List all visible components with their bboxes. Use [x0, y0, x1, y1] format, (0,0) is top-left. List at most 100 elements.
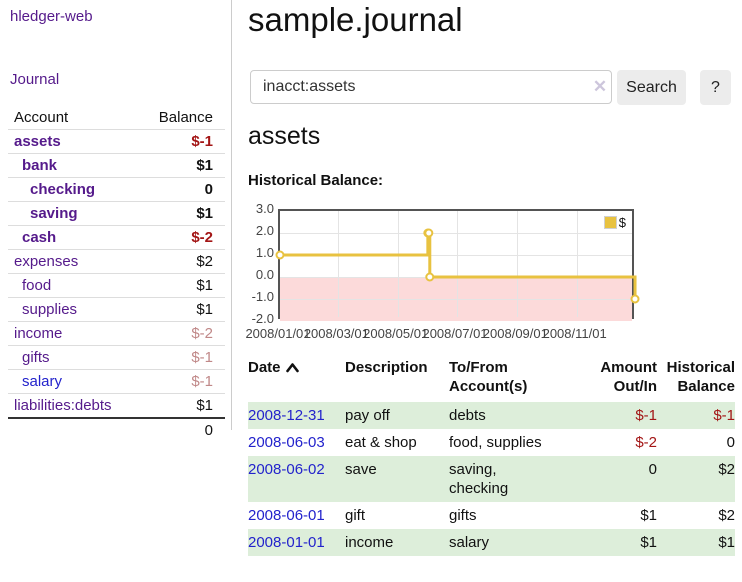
- transaction-balance: $1: [718, 534, 735, 551]
- account-row: income $-2: [8, 321, 225, 346]
- transaction-amount: $1: [640, 507, 657, 524]
- account-total-row: 0: [8, 417, 225, 442]
- account-link-gifts[interactable]: gifts: [22, 349, 50, 366]
- register-table: Date Description To/From Account(s) Amou…: [248, 356, 735, 556]
- chart-plot-area[interactable]: $: [275, 209, 640, 321]
- y-axis-tick-label: -2.0: [251, 311, 274, 326]
- transaction-balance: $2: [718, 507, 735, 524]
- balance-column-header: Balance: [158, 109, 213, 126]
- account-row: checking 0: [8, 177, 225, 202]
- x-axis-tick-label: 2008/07/01: [422, 326, 488, 341]
- sidebar-item-journal[interactable]: Journal: [10, 71, 60, 88]
- account-balance: $1: [196, 277, 213, 294]
- sort-ascending-icon: [285, 363, 299, 373]
- gridline: [397, 211, 399, 317]
- search-button[interactable]: Search: [617, 70, 686, 105]
- account-balance: 0: [204, 181, 213, 198]
- account-link-cash[interactable]: cash: [22, 229, 57, 246]
- data-point-marker: [630, 294, 640, 304]
- account-row: assets $-1: [8, 129, 225, 154]
- account-column-header: Account: [14, 109, 69, 126]
- data-point-marker: [425, 272, 435, 282]
- account-link-food[interactable]: food: [22, 277, 52, 294]
- y-axis-tick-label: 1.0: [255, 245, 274, 260]
- transaction-date-link[interactable]: 2008-06-01: [248, 507, 325, 524]
- gridline: [338, 211, 340, 317]
- page-title: sample.journal: [248, 1, 463, 38]
- account-link-checking[interactable]: checking: [30, 181, 96, 198]
- accounts-column-header: To/From Account(s): [449, 359, 528, 395]
- account-balance: $2: [196, 253, 213, 270]
- account-link-income[interactable]: income: [14, 325, 63, 342]
- account-balance: $1: [196, 397, 213, 414]
- transaction-description: pay off: [345, 407, 390, 424]
- date-column-header[interactable]: Date: [248, 356, 345, 402]
- transaction-row: 2008-01-01 income salary $1 $1: [248, 529, 735, 556]
- transaction-date-link[interactable]: 2008-06-02: [248, 461, 325, 478]
- account-balance: $-1: [191, 349, 213, 366]
- account-tree-header: Account Balance: [8, 106, 225, 130]
- transaction-amount: $-1: [635, 407, 657, 424]
- y-axis-tick-label: -1.0: [251, 289, 274, 304]
- transaction-balance: 0: [726, 434, 735, 451]
- account-link-supplies[interactable]: supplies: [22, 301, 78, 318]
- app-brand-link[interactable]: hledger-web: [10, 8, 93, 25]
- legend-label: $: [618, 215, 626, 230]
- gridline: [280, 233, 632, 234]
- account-link-assets[interactable]: assets: [14, 133, 61, 150]
- transaction-date-link[interactable]: 2008-12-31: [248, 407, 325, 424]
- transaction-balance: $2: [718, 461, 735, 478]
- transaction-accounts: food, supplies: [449, 434, 542, 451]
- transaction-description: save: [345, 461, 377, 478]
- transaction-amount: 0: [648, 461, 657, 478]
- account-link-saving[interactable]: saving: [30, 205, 78, 222]
- account-row: supplies $1: [8, 297, 225, 322]
- transaction-accounts: debts: [449, 407, 486, 424]
- account-balance: $1: [196, 205, 213, 222]
- accounts-total: 0: [8, 417, 225, 442]
- transaction-accounts: gifts: [449, 507, 477, 524]
- account-row: gifts $-1: [8, 345, 225, 370]
- account-link-liabilities-debts[interactable]: liabilities:debts: [14, 397, 112, 414]
- transaction-row: 2008-06-02 save saving, checking 0 $2: [248, 456, 735, 502]
- search-input[interactable]: [250, 70, 612, 104]
- transaction-description: gift: [345, 507, 366, 524]
- account-link-bank[interactable]: bank: [22, 157, 58, 174]
- transaction-date-link[interactable]: 2008-01-01: [248, 534, 325, 551]
- transaction-accounts: salary: [449, 534, 490, 551]
- account-row: cash $-2: [8, 225, 225, 250]
- account-row: food $1: [8, 273, 225, 298]
- transaction-amount: $1: [640, 534, 657, 551]
- help-button[interactable]: ?: [700, 70, 731, 105]
- gridline: [457, 211, 459, 317]
- amount-column-header: Amount Out/In: [600, 359, 657, 395]
- transaction-row: 2008-06-01 gift gifts $1 $2: [248, 502, 735, 529]
- transaction-date-link[interactable]: 2008-06-03: [248, 434, 325, 451]
- account-row: bank $1: [8, 153, 225, 178]
- account-balance: $-1: [191, 133, 213, 150]
- account-balance: $-2: [191, 229, 213, 246]
- y-axis-tick-label: 3.0: [255, 201, 274, 216]
- transaction-description: income: [345, 534, 394, 551]
- transaction-row: 2008-12-31 pay off debts $-1 $-1: [248, 402, 735, 429]
- transaction-accounts: saving, checking: [449, 461, 509, 497]
- account-link-salary[interactable]: salary: [22, 373, 63, 390]
- account-balance: $-2: [191, 325, 213, 342]
- account-row: saving $1: [8, 201, 225, 226]
- description-column-header: Description: [345, 359, 428, 376]
- x-axis-tick-label: 2008/05/01: [363, 326, 429, 341]
- account-balance: $-1: [191, 373, 213, 390]
- account-link-expenses[interactable]: expenses: [14, 253, 79, 270]
- transaction-description: eat & shop: [345, 434, 417, 451]
- x-axis-tick-label: 2008/01/01: [245, 326, 311, 341]
- data-point-marker: [424, 228, 434, 238]
- clear-search-icon[interactable]: ✕: [592, 77, 608, 96]
- chart-legend: $: [601, 214, 628, 231]
- data-point-marker: [275, 250, 285, 260]
- gridline: [280, 299, 632, 300]
- y-axis-tick-label: 2.0: [255, 223, 274, 238]
- transaction-balance: $-1: [713, 407, 735, 424]
- account-row: liabilities:debts $1: [8, 393, 225, 419]
- historical-balance-chart: $ 3.0 2.0 1.0 0.0 -1.0 -2.0 2008/01/01 2008/03/…: [245, 201, 668, 349]
- transaction-row: 2008-06-03 eat & shop food, supplies $-2…: [248, 429, 735, 456]
